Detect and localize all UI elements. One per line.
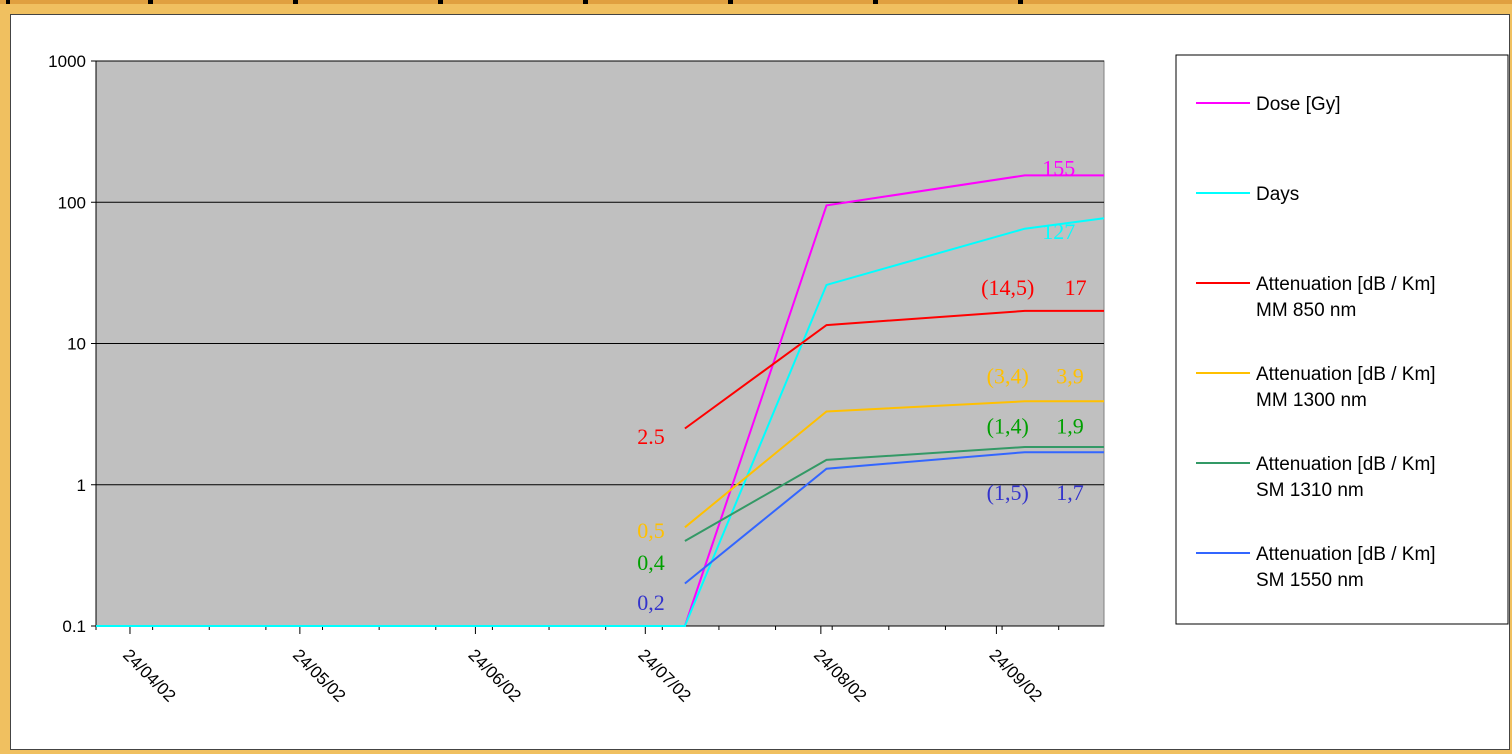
y-tick-label: 100 <box>58 193 86 212</box>
legend-label-line2: SM 1310 nm <box>1256 480 1364 501</box>
series-line <box>684 451 1104 585</box>
tab-strip-segment <box>588 0 728 4</box>
legend-box <box>1175 54 1509 625</box>
data-label: 17 <box>1065 275 1087 300</box>
tab-strip-segment <box>298 0 438 4</box>
x-tick-label: 24/04/02 <box>119 645 179 705</box>
series-line <box>684 446 1104 542</box>
x-tick-label: 24/06/02 <box>465 645 525 705</box>
tab-strip-segment <box>443 0 583 4</box>
legend-label: Attenuation [dB / Km] <box>1256 274 1436 295</box>
data-labels: 155 127 (14,5) 17 (3,4) 3,9 (1,4) 1,9 (1,5) 1,7 2.… <box>637 155 1086 615</box>
series-line <box>684 400 1104 529</box>
tab-strip-segment <box>733 0 873 4</box>
x-tick-label: 24/05/02 <box>289 645 349 705</box>
x-tick-label: 24/09/02 <box>986 645 1046 705</box>
data-label: (1,5) <box>987 480 1029 505</box>
data-label: (1,4) <box>987 414 1029 439</box>
series-line <box>96 217 1105 627</box>
legend-label: Dose [Gy] <box>1256 94 1340 115</box>
data-label: (14,5) <box>981 275 1034 300</box>
data-label: 155 <box>1042 155 1075 180</box>
legend-label-line2: MM 850 nm <box>1256 300 1356 321</box>
legend: Dose [Gy] Days Attenuation [dB / Km] MM 850… <box>1175 54 1509 625</box>
data-label: 0,4 <box>637 550 665 575</box>
data-label: 3,9 <box>1056 364 1084 389</box>
data-label: (3,4) <box>987 364 1029 389</box>
data-label: 1,9 <box>1056 414 1084 439</box>
legend-label-line2: SM 1550 nm <box>1256 570 1364 591</box>
data-label: 2.5 <box>637 424 665 449</box>
tab-strip-segment <box>1023 0 1512 4</box>
series-line <box>684 309 1104 430</box>
tab-strip-segment <box>10 0 148 4</box>
legend-label: Days <box>1256 184 1299 205</box>
tab-strip-segment <box>0 0 6 4</box>
legend-label: Attenuation [dB / Km] <box>1256 544 1436 565</box>
x-tick-label: 24/07/02 <box>634 645 694 705</box>
legend-label: Attenuation [dB / Km] <box>1256 454 1436 475</box>
data-label: 127 <box>1042 219 1075 244</box>
y-tick-label: 1 <box>77 476 86 495</box>
x-tick-label: 24/08/02 <box>810 645 870 705</box>
data-label: 1,7 <box>1056 480 1084 505</box>
y-tick-label: 0.1 <box>62 617 86 636</box>
legend-label: Attenuation [dB / Km] <box>1256 364 1436 385</box>
y-tick-label: 1000 <box>48 52 86 71</box>
legend-label-line2: MM 1300 nm <box>1256 390 1367 411</box>
series-lines <box>96 174 1105 627</box>
y-tick-label: 10 <box>67 335 86 354</box>
data-label: 0,5 <box>637 518 665 543</box>
tab-strip-segment <box>878 0 1018 4</box>
tab-strip-segment <box>153 0 293 4</box>
data-label: 0,2 <box>637 590 665 615</box>
